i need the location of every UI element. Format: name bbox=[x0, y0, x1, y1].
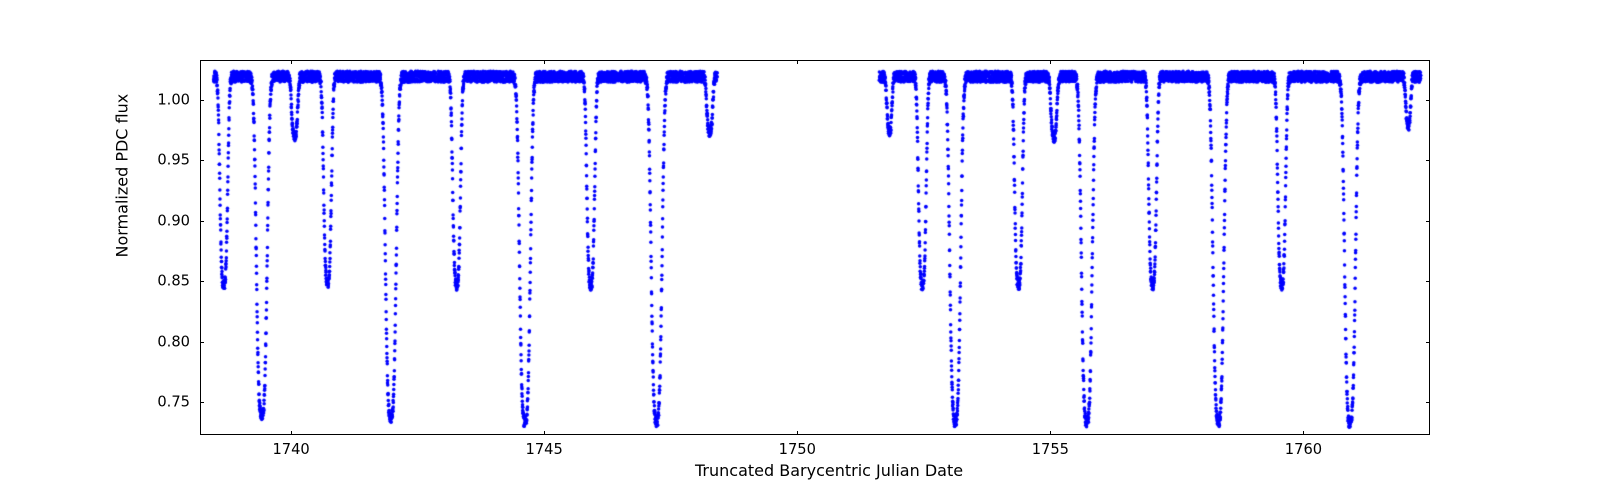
ytick-mark bbox=[1426, 100, 1430, 101]
ytick-label: 0.75 bbox=[150, 394, 190, 411]
ytick-mark bbox=[200, 342, 204, 343]
ytick-mark bbox=[200, 221, 204, 222]
xtick-mark bbox=[291, 60, 292, 64]
ytick-mark bbox=[200, 281, 204, 282]
ytick-mark bbox=[1426, 160, 1430, 161]
xtick-label: 1745 bbox=[526, 441, 563, 458]
ytick-mark bbox=[1426, 342, 1430, 343]
ytick-mark bbox=[1426, 402, 1430, 403]
ytick-mark bbox=[200, 100, 204, 101]
xtick-mark bbox=[797, 60, 798, 64]
ytick-mark bbox=[1426, 221, 1430, 222]
scatter-canvas bbox=[201, 61, 1431, 436]
plot-axes bbox=[200, 60, 1430, 435]
xtick-mark bbox=[1050, 60, 1051, 64]
xtick-mark bbox=[291, 431, 292, 435]
x-axis-label: Truncated Barycentric Julian Date bbox=[695, 461, 935, 480]
xtick-mark bbox=[544, 431, 545, 435]
ytick-mark bbox=[200, 402, 204, 403]
xtick-mark bbox=[1303, 60, 1304, 64]
figure: Normalized PDC flux Truncated Barycentri… bbox=[0, 0, 1600, 500]
ytick-mark bbox=[200, 160, 204, 161]
xtick-mark bbox=[1303, 431, 1304, 435]
ytick-label: 0.80 bbox=[150, 333, 190, 350]
xtick-label: 1740 bbox=[272, 441, 309, 458]
y-axis-label: Normalized PDC flux bbox=[113, 237, 132, 257]
ytick-label: 0.85 bbox=[150, 273, 190, 290]
xtick-mark bbox=[1050, 431, 1051, 435]
ytick-mark bbox=[1426, 281, 1430, 282]
xtick-label: 1750 bbox=[779, 441, 816, 458]
ytick-label: 0.90 bbox=[150, 212, 190, 229]
xtick-mark bbox=[544, 60, 545, 64]
xtick-label: 1760 bbox=[1285, 441, 1322, 458]
xtick-mark bbox=[797, 431, 798, 435]
xtick-label: 1755 bbox=[1032, 441, 1069, 458]
ytick-label: 1.00 bbox=[150, 91, 190, 108]
ytick-label: 0.95 bbox=[150, 152, 190, 169]
